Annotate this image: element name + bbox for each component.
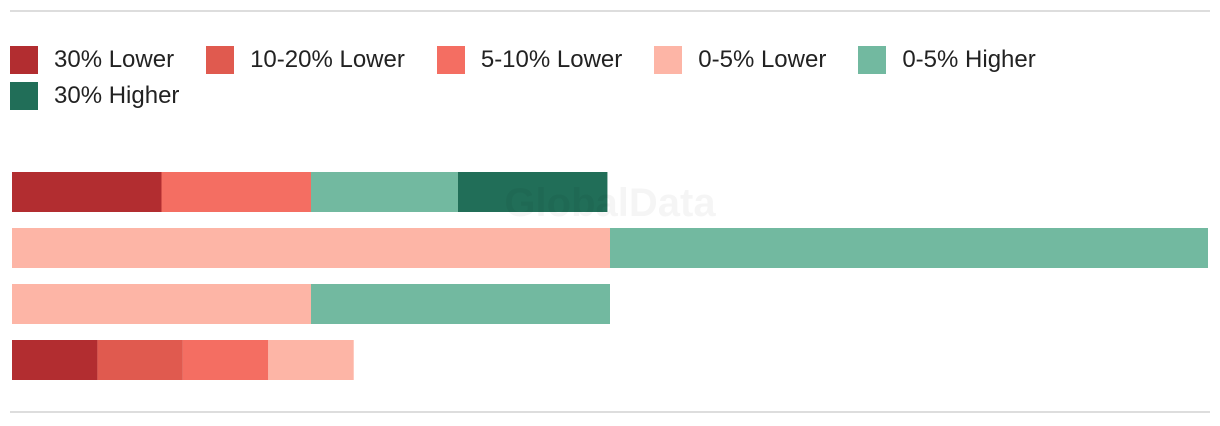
legend: 30% Lower 10-20% Lower 5-10% Lower 0-5% Low…: [10, 46, 1160, 110]
legend-label: 0-5% Lower: [698, 46, 827, 73]
legend-swatch: [10, 82, 38, 110]
legend-label: 30% Lower: [54, 46, 175, 73]
legend-item: 0-5% Higher: [858, 46, 1036, 74]
bar-segment: [161, 172, 311, 212]
bar-segment: [12, 228, 610, 268]
legend-item: 10-20% Lower: [206, 46, 405, 74]
bars: [12, 172, 1208, 380]
bar-segment: [311, 172, 458, 212]
bar-segment: [12, 340, 98, 380]
legend-item: 30% Higher: [10, 82, 179, 110]
bar-segment: [182, 340, 269, 380]
legend-item: 0-5% Lower: [654, 46, 826, 74]
watermark: GlobalData: [504, 181, 716, 225]
bar-segment: [457, 172, 608, 212]
legend-label: 0-5% Higher: [902, 46, 1036, 73]
legend-swatch: [436, 46, 465, 74]
bar-segment: [268, 340, 354, 380]
legend-label: 30% Higher: [54, 82, 180, 109]
bar-segment: [97, 340, 183, 380]
legend-swatch: [10, 46, 38, 74]
legend-swatch: [858, 46, 887, 74]
legend-item: 30% Lower: [10, 46, 174, 74]
legend-swatch: [654, 46, 683, 74]
bar-segment: [12, 172, 162, 212]
bar-segment: [12, 284, 311, 324]
legend-label: 5-10% Lower: [480, 46, 623, 73]
legend-swatch: [206, 46, 235, 74]
bar-segment: [610, 228, 1208, 268]
bar-segment: [311, 284, 610, 324]
legend-label: 10-20% Lower: [250, 46, 405, 73]
legend-item: 5-10% Lower: [436, 46, 623, 74]
